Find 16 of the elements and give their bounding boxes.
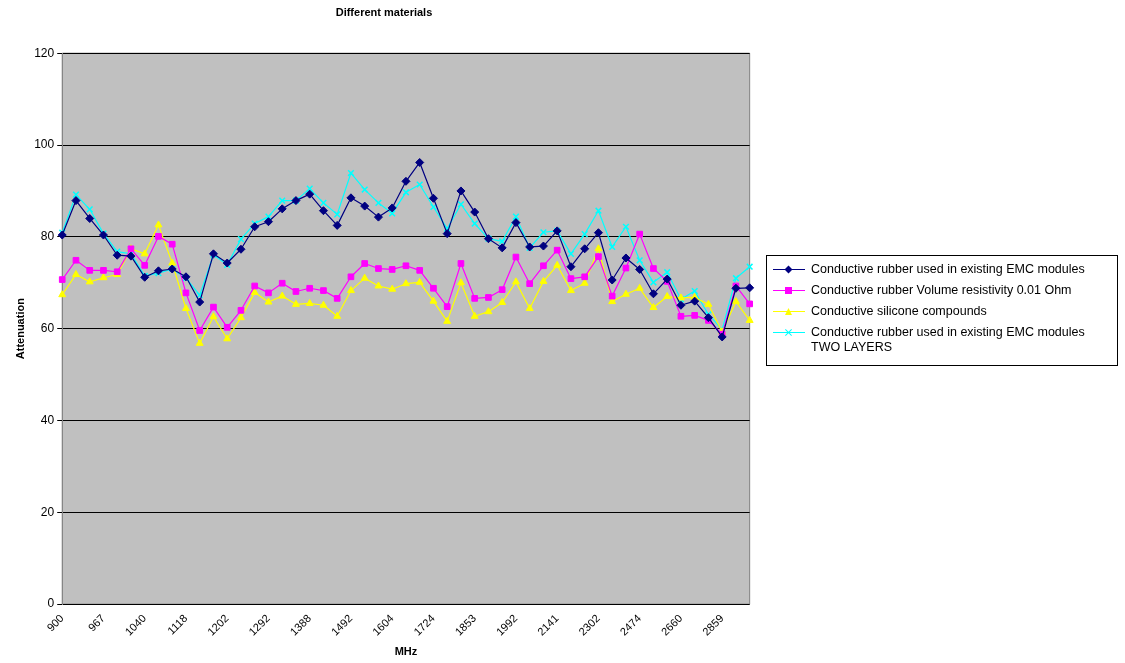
legend-label: Conductive silicone compounds <box>811 304 987 319</box>
x-axis-title: MHz <box>394 645 418 658</box>
y-tick-label: 120 <box>34 45 55 60</box>
y-tick-label: 80 <box>40 229 55 244</box>
y-tick-label: 100 <box>34 137 55 152</box>
x-tick-label: 900 <box>44 611 66 634</box>
y-tick-label: 40 <box>40 412 55 427</box>
x-tick-label: 967 <box>85 611 108 634</box>
chart-title: Different materials <box>335 5 433 18</box>
y-tick-label: 60 <box>40 320 55 335</box>
legend-label: Conductive rubber used in existing EMC modules TWO LAYERS <box>811 325 1086 355</box>
y-axis-title: Attenuation <box>13 297 26 360</box>
legend-label: Conductive rubber Volume resistivity 0.01 Ohm <box>811 283 1072 298</box>
y-tick-label: 20 <box>40 504 55 519</box>
legend-label: Conductive rubber used in existing EMC modules <box>811 262 1085 277</box>
y-tick-label: 0 <box>47 596 55 611</box>
